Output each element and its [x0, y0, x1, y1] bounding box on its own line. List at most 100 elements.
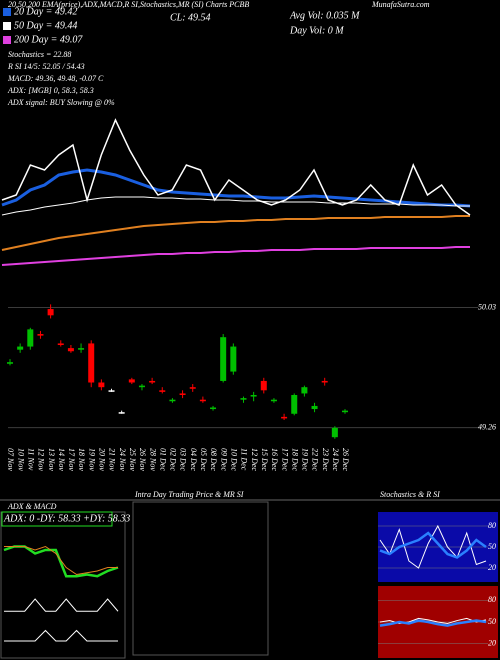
legend-swatch	[3, 36, 11, 44]
panel-title: ADX & MACD	[7, 502, 57, 511]
x-tick-label: 12 Nov	[37, 448, 46, 471]
site-name: MunafaSutra.com	[371, 0, 430, 9]
y-tick-label: 80	[488, 595, 496, 604]
x-tick-label: 12 Dec	[250, 448, 259, 471]
x-tick-label: 15 Dec	[260, 448, 269, 471]
y-tick-label: 20	[488, 638, 496, 647]
x-tick-label: 25 Nov	[128, 448, 137, 471]
panel-title: Stochastics & R SI	[380, 490, 440, 499]
y-tick-label: 50	[488, 542, 496, 551]
legend-swatch	[3, 22, 11, 30]
candle-body	[250, 395, 257, 397]
x-tick-label: 13 Nov	[47, 448, 56, 471]
page-title: 20,50,200 EMA(price),ADX,MACD,R SI,Stoch…	[8, 0, 249, 9]
x-tick-label: 17 Nov	[67, 448, 76, 471]
x-tick-label: 22 Dec	[311, 448, 320, 471]
candle-body	[37, 334, 44, 336]
candle-body	[128, 379, 135, 383]
x-tick-label: 21 Nov	[108, 448, 117, 471]
info-line: R SI 14/5: 52.05 / 54.43	[7, 62, 85, 71]
x-tick-label: 14 Nov	[57, 448, 66, 471]
legend-label: 200 Day = 49.07	[14, 34, 83, 45]
intraday-panel	[132, 501, 269, 656]
series-line	[1, 215, 470, 251]
x-tick-label: 20 Nov	[98, 448, 107, 471]
info-line: Stochastics = 22.88	[8, 50, 71, 59]
series-line	[1, 246, 470, 266]
x-tick-label: 26 Nov	[138, 448, 147, 471]
x-tick-label: 19 Nov	[87, 448, 96, 471]
day-volume: Day Vol: 0 M	[289, 25, 344, 36]
x-tick-label: 17 Dec	[280, 448, 289, 471]
candle-body	[291, 395, 298, 414]
candle-body	[88, 343, 95, 383]
x-tick-label: 04 Dec	[189, 448, 198, 471]
candle-body	[149, 380, 156, 383]
series-line	[3, 545, 119, 578]
candle-body	[138, 385, 145, 388]
candle-body	[47, 309, 54, 316]
candle-body	[98, 382, 105, 388]
x-tick-label: 03 Dec	[179, 448, 188, 471]
x-tick-label: 10 Nov	[16, 448, 25, 471]
candle-body	[301, 387, 308, 394]
legend-label: 50 Day = 49.44	[14, 20, 77, 31]
candle-body	[27, 329, 34, 347]
series-line	[1, 118, 471, 216]
candle-body	[281, 416, 288, 419]
x-tick-label: 05 Dec	[199, 448, 208, 471]
adx-box	[1, 511, 113, 527]
series-line	[4, 629, 118, 642]
legend-label: 20 Day = 49.42	[14, 6, 77, 17]
x-tick-label: 11 Dec	[240, 448, 249, 471]
candle-body	[179, 393, 186, 395]
x-tick-label: 08 Dec	[209, 448, 218, 471]
candle-body	[78, 348, 85, 350]
y-tick-label: 50.03	[478, 302, 496, 311]
x-tick-label: 18 Nov	[77, 448, 86, 471]
y-tick-label: 49.26	[478, 423, 496, 432]
y-tick-label: 50	[488, 617, 496, 626]
x-tick-label: 18 Dec	[290, 448, 299, 471]
series-line	[4, 545, 118, 576]
candle-body	[7, 362, 13, 364]
series-line	[379, 619, 487, 627]
x-tick-label: 11 Nov	[26, 448, 35, 471]
candle-body	[230, 346, 237, 372]
candle-body	[169, 399, 176, 402]
panel-subtitle: ADX: 0 -DY: 58.33 +DY: 58.33	[3, 513, 130, 524]
candle-body	[270, 399, 277, 402]
candle-body	[189, 387, 196, 389]
series-line	[1, 196, 470, 216]
avg-volume: Avg Vol: 0.035 M	[289, 10, 360, 21]
series-line	[379, 524, 487, 569]
info-line: ADX signal: BUY Slowing @ 0%	[7, 98, 115, 107]
info-line: MACD: 49.36, 49.48, -0.07 C	[7, 74, 104, 83]
candle-body	[108, 390, 115, 392]
x-tick-label: 16 Dec	[270, 448, 279, 471]
x-tick-label: 02 Dec	[169, 448, 178, 471]
x-tick-label: 19 Dec	[301, 448, 310, 471]
x-tick-label: 01 Dec	[158, 448, 167, 471]
candle-body	[240, 398, 247, 400]
candle-body	[67, 348, 74, 352]
x-tick-label: 28 Nov	[148, 448, 157, 471]
candle-body	[118, 412, 125, 414]
candle-body	[321, 380, 328, 383]
legend-swatch	[3, 8, 11, 16]
y-tick-label: 80	[488, 521, 496, 530]
x-tick-label: 24 Dec	[331, 448, 340, 471]
candle-body	[311, 405, 318, 410]
candle-body	[57, 343, 64, 345]
candle-body	[159, 390, 166, 392]
candle-body	[220, 337, 227, 381]
candle-body	[199, 399, 206, 402]
candle-body	[210, 407, 217, 410]
x-tick-label: 24 Nov	[118, 448, 127, 471]
candle-body	[331, 427, 338, 438]
candle-body	[342, 410, 348, 413]
x-tick-label: 23 Dec	[321, 448, 330, 471]
x-tick-label: 07 Nov	[6, 448, 15, 471]
x-tick-label: 26 Dec	[341, 448, 350, 471]
candle-body	[260, 380, 267, 391]
